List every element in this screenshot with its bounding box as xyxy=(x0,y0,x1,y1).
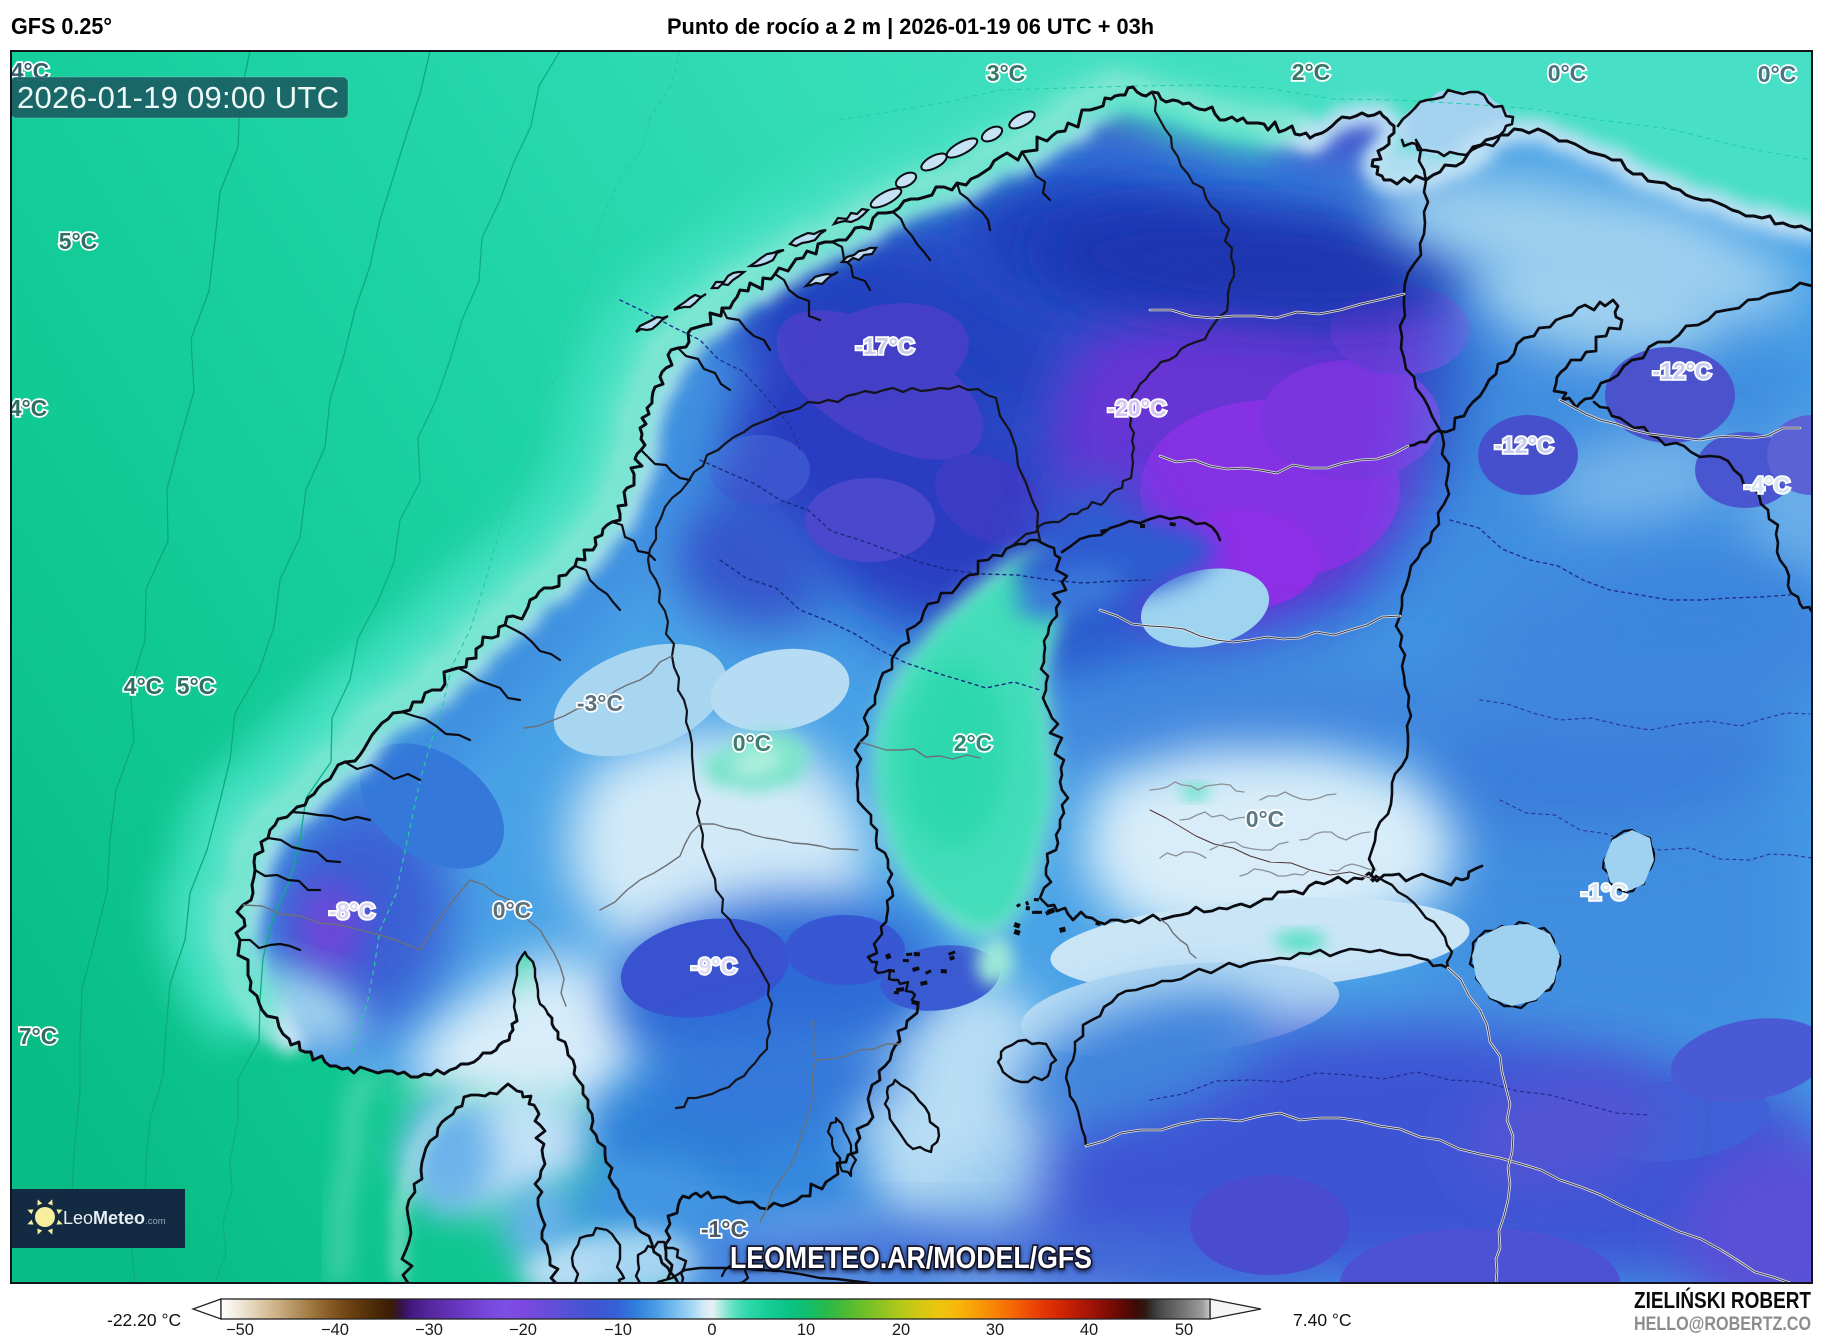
svg-text:0°C: 0°C xyxy=(733,730,772,756)
svg-text:50: 50 xyxy=(1175,1321,1193,1338)
svg-text:-22.20 °C: -22.20 °C xyxy=(107,1310,181,1330)
svg-text:-17°C: -17°C xyxy=(855,333,914,359)
svg-text:5°C: 5°C xyxy=(59,228,98,254)
svg-text:2026-01-19 09:00 UTC: 2026-01-19 09:00 UTC xyxy=(17,80,339,115)
svg-text:3°C: 3°C xyxy=(987,60,1026,86)
svg-text:0°C: 0°C xyxy=(1246,806,1285,832)
svg-text:20: 20 xyxy=(892,1321,910,1338)
svg-text:Punto de rocío a 2 m | 2026-01: Punto de rocío a 2 m | 2026-01-19 06 UTC… xyxy=(667,14,1154,39)
svg-text:LeoMeteo.com: LeoMeteo.com xyxy=(63,1208,166,1228)
svg-text:-9°C: -9°C xyxy=(691,953,737,979)
svg-text:-20°C: -20°C xyxy=(1107,395,1166,421)
svg-text:40: 40 xyxy=(1080,1321,1098,1338)
svg-text:-8°C: -8°C xyxy=(329,898,375,924)
svg-text:-4°C: -4°C xyxy=(1744,472,1790,498)
svg-text:-1°C: -1°C xyxy=(1581,879,1627,905)
svg-text:ZIELIŃSKI ROBERT: ZIELIŃSKI ROBERT xyxy=(1634,1286,1811,1313)
svg-text:-12°C: -12°C xyxy=(1494,432,1553,458)
svg-text:4°C: 4°C xyxy=(124,673,163,699)
svg-text:10: 10 xyxy=(797,1321,815,1338)
svg-text:2°C: 2°C xyxy=(1292,59,1331,85)
svg-text:5°C: 5°C xyxy=(177,673,216,699)
svg-text:0°C: 0°C xyxy=(1758,61,1797,87)
svg-text:LEOMETEO.AR/MODEL/GFS: LEOMETEO.AR/MODEL/GFS xyxy=(730,1240,1092,1275)
svg-text:−30: −30 xyxy=(415,1321,443,1338)
svg-text:2°C: 2°C xyxy=(954,730,993,756)
svg-text:0: 0 xyxy=(707,1321,716,1338)
svg-text:GFS 0.25°: GFS 0.25° xyxy=(11,13,112,39)
svg-text:-1°C: -1°C xyxy=(701,1216,747,1242)
svg-text:-3°C: -3°C xyxy=(577,690,623,716)
svg-text:0°C: 0°C xyxy=(493,897,532,923)
svg-text:−20: −20 xyxy=(509,1321,537,1338)
svg-text:4°C: 4°C xyxy=(9,395,48,421)
svg-text:HELLO@ROBERTZ.CO: HELLO@ROBERTZ.CO xyxy=(1634,1314,1811,1335)
svg-text:0°C: 0°C xyxy=(1548,60,1587,86)
svg-text:30: 30 xyxy=(986,1321,1004,1338)
svg-text:7.40 °C: 7.40 °C xyxy=(1293,1310,1352,1330)
svg-text:−40: −40 xyxy=(321,1321,349,1338)
svg-text:7°C: 7°C xyxy=(19,1023,58,1049)
svg-text:-12°C: -12°C xyxy=(1652,358,1711,384)
svg-text:−50: −50 xyxy=(226,1321,254,1338)
svg-text:−10: −10 xyxy=(604,1321,632,1338)
